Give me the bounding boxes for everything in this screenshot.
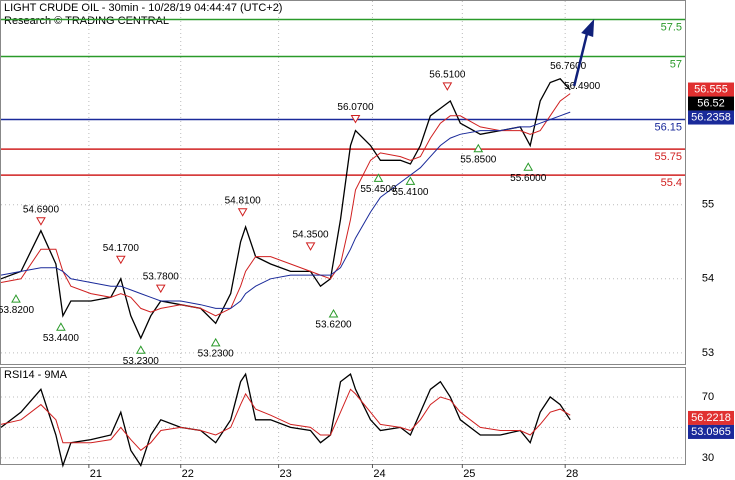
y-tick-label: 54 [702, 273, 714, 285]
annotation-label: 55.8500 [460, 154, 497, 165]
annotation-label: 53.2300 [123, 356, 160, 367]
price-tag-label: 56.555 [694, 83, 728, 95]
marker-up [473, 143, 484, 153]
annotation-label: 55.6000 [510, 173, 547, 184]
annotation-label: 53.2300 [198, 348, 235, 359]
price-tag-label: 56.52 [697, 97, 725, 109]
marker-up [328, 308, 339, 318]
x-tick-label: 28 [566, 468, 578, 480]
price-tag [688, 424, 734, 439]
x-tick-label: 22 [182, 468, 194, 480]
annotation-label: 56.5100 [429, 70, 466, 81]
level-label: 56.15 [654, 121, 682, 133]
x-tick-label: 25 [463, 468, 475, 480]
x-tick-label: 23 [279, 468, 291, 480]
annotation-label: 54.8100 [225, 195, 262, 206]
level-label: 57 [670, 58, 682, 70]
series-line [0, 111, 571, 309]
annotation-label: 56.7600 [550, 61, 587, 72]
marker-down [155, 284, 166, 294]
y-tick-label: 70 [702, 391, 714, 403]
marker-up [523, 162, 534, 171]
annotation-label: 53.6200 [315, 320, 352, 331]
price-tag [688, 82, 734, 97]
x-tick-label: 24 [373, 468, 385, 480]
annotation-label: 53.8200 [0, 305, 34, 316]
main-frame [0, 0, 686, 365]
chart-subtitle: Research © TRADING CENTRAL [4, 15, 169, 27]
annotation-label: 54.3500 [292, 230, 329, 241]
forecast-arrow [572, 28, 590, 87]
marker-down [442, 82, 453, 91]
price-tag-label: 56.2218 [691, 412, 731, 424]
marker-up [405, 176, 416, 185]
annotation-label: 53.7800 [143, 272, 180, 283]
chart-title: LIGHT CRUDE OIL - 30min - 10/28/19 04:44… [4, 2, 282, 14]
marker-down [305, 242, 316, 251]
level-label: 55.4 [661, 177, 682, 189]
price-tag-label: 53.0965 [691, 426, 731, 438]
level-label: 55.75 [654, 151, 682, 163]
x-tick-label: 21 [90, 468, 102, 480]
annotation-label: 56.0700 [337, 102, 374, 113]
rsi-title: RSI14 - 9MA [4, 369, 68, 381]
marker-up [373, 173, 384, 182]
marker-up [210, 337, 221, 347]
y-tick-label: 53 [702, 347, 714, 359]
series-line [0, 388, 571, 451]
annotation-label: 55.4500 [360, 184, 397, 195]
level-label: 57.5 [661, 21, 682, 33]
annotation-label: 56.4900 [564, 81, 601, 92]
annotation-label: 55.4100 [392, 187, 429, 198]
y-tick-label: 55 [702, 199, 714, 211]
annotation-label: 53.4400 [43, 333, 80, 344]
marker-up [56, 322, 66, 331]
series-line [0, 93, 571, 317]
price-tag [688, 410, 734, 425]
marker-up [135, 345, 146, 354]
rsi-frame [0, 367, 686, 465]
marker-down [237, 208, 248, 217]
price-tag [688, 110, 734, 125]
annotation-label: 54.1700 [103, 243, 140, 254]
series-line [0, 372, 571, 468]
marker-down [115, 255, 126, 265]
y-tick-label: 30 [702, 452, 714, 464]
forecast-arrowhead [581, 19, 595, 37]
annotation-label: 54.6900 [23, 204, 60, 215]
marker-down [36, 217, 46, 226]
price-tag-label: 56.2358 [691, 111, 731, 123]
marker-down [350, 114, 361, 124]
price-tag [688, 96, 734, 111]
marker-up [11, 294, 21, 303]
